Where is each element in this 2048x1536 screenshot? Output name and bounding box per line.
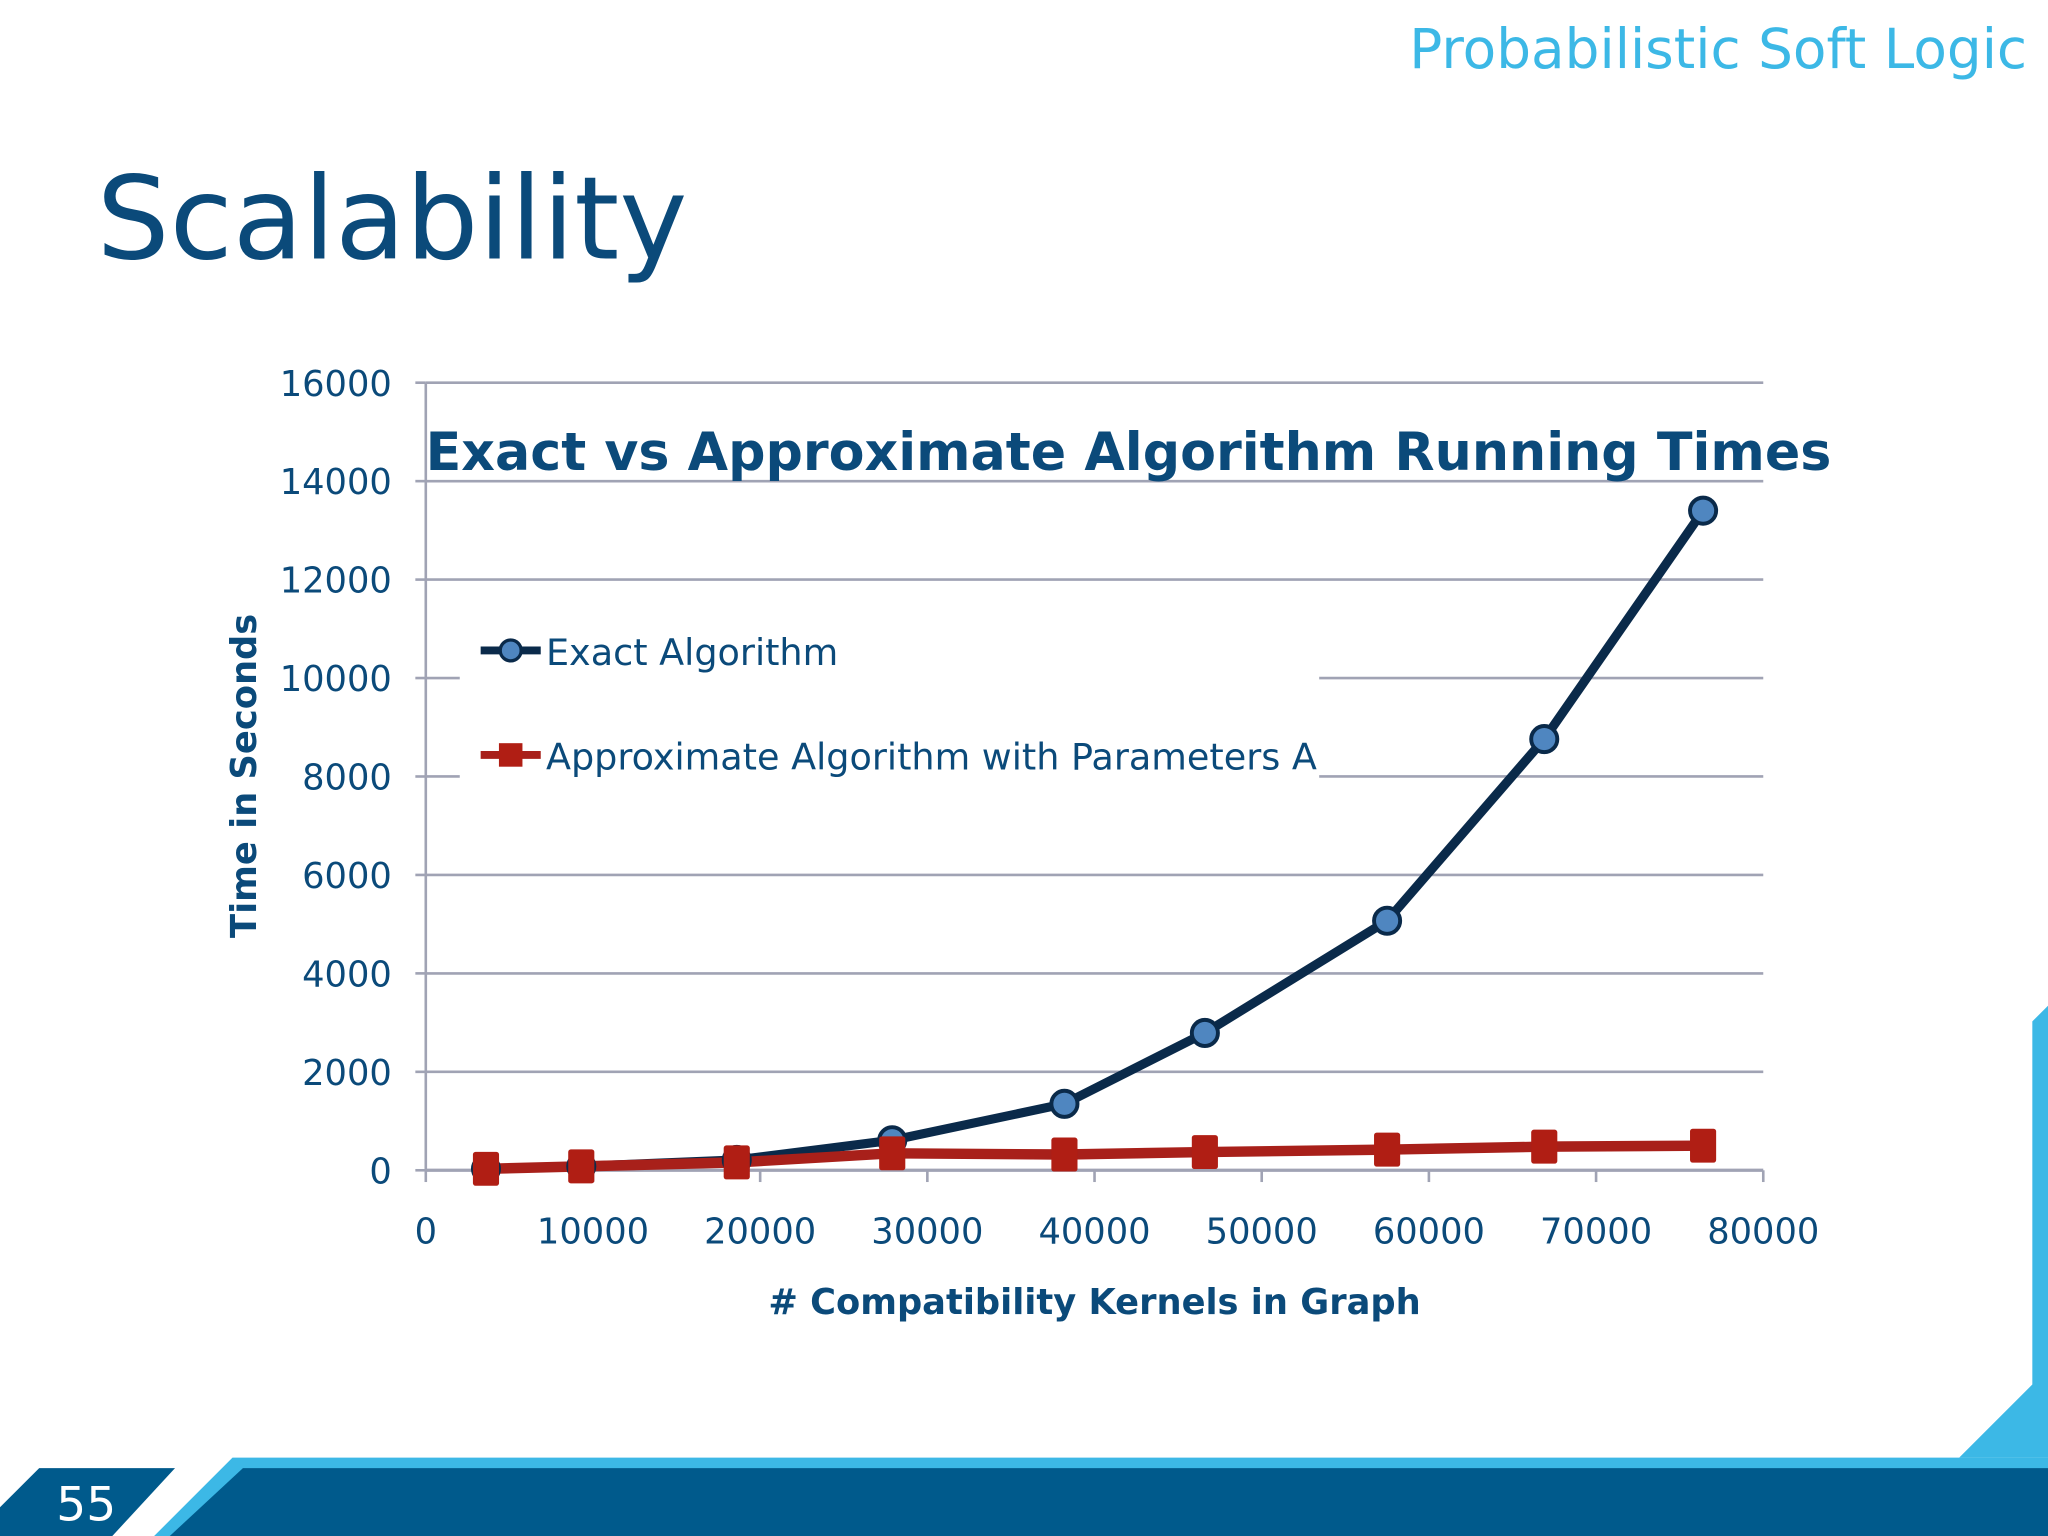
y-tick-label: 2000 <box>302 1053 392 1094</box>
y-tick-label: 14000 <box>280 462 392 503</box>
y-tick-label: 6000 <box>302 856 392 897</box>
right-edge-decoration <box>1959 1005 2048 1458</box>
approx-data-point <box>1051 1137 1078 1172</box>
approx-data-point <box>568 1149 595 1184</box>
legend: Exact Algorithm Approximate Algorithm wi… <box>459 613 1320 810</box>
y-tick-label: 12000 <box>280 561 392 602</box>
approx-data-point <box>1191 1135 1218 1170</box>
legend-marker-exact <box>498 638 523 663</box>
x-tick-label: 30000 <box>871 1211 983 1252</box>
approx-data-point <box>1374 1132 1401 1167</box>
x-tick-label: 20000 <box>704 1211 816 1252</box>
legend-marker-approx <box>498 743 523 767</box>
x-tick-label: 0 <box>415 1211 437 1252</box>
slide-number: 55 <box>56 1477 116 1532</box>
deck-title: Probabilistic Soft Logic <box>1409 17 2027 81</box>
y-tick-label: 10000 <box>280 659 392 700</box>
x-tick-label: 70000 <box>1540 1211 1652 1252</box>
y-axis-label: Time in Seconds <box>224 614 265 938</box>
exact-data-point <box>1529 724 1560 755</box>
approx-data-point <box>723 1145 750 1180</box>
approx-data-point <box>1531 1129 1558 1164</box>
y-tick-label: 8000 <box>302 758 392 799</box>
x-tick-label: 40000 <box>1038 1211 1150 1252</box>
x-axis-label: # Compatibility Kernels in Graph <box>768 1282 1420 1323</box>
bottom-band <box>169 1468 2048 1536</box>
exact-data-point <box>1049 1088 1080 1119</box>
exact-data-point <box>1688 495 1719 526</box>
y-tick-label: 4000 <box>302 954 392 995</box>
approx-data-point <box>472 1151 500 1186</box>
x-tick-label: 60000 <box>1373 1211 1485 1252</box>
series-line-exact <box>485 508 1707 1174</box>
exact-data-point <box>1189 1017 1220 1048</box>
legend-label-exact: Exact Algorithm <box>546 631 838 674</box>
slide-number-box <box>0 1468 176 1536</box>
slide-title: Scalability <box>97 153 688 287</box>
x-tick-label: 10000 <box>537 1211 649 1252</box>
chart-title: Exact vs Approximate Algorithm Running T… <box>426 423 1832 483</box>
exact-data-point <box>1372 905 1403 936</box>
approx-data-point <box>879 1136 906 1171</box>
series-line-approx <box>485 1140 1704 1175</box>
x-tick-label: 50000 <box>1206 1211 1318 1252</box>
x-tick-label: 80000 <box>1707 1211 1819 1252</box>
approx-data-point <box>1690 1128 1717 1163</box>
legend-label-approx: Approximate Algorithm with Parameters A <box>546 735 1317 778</box>
axes: 0 2000 4000 6000 8000 10000 12000 14000 16000 0 10… <box>280 364 1820 1253</box>
y-tick-label: 0 <box>369 1151 391 1192</box>
y-tick-label: 16000 <box>280 364 392 405</box>
